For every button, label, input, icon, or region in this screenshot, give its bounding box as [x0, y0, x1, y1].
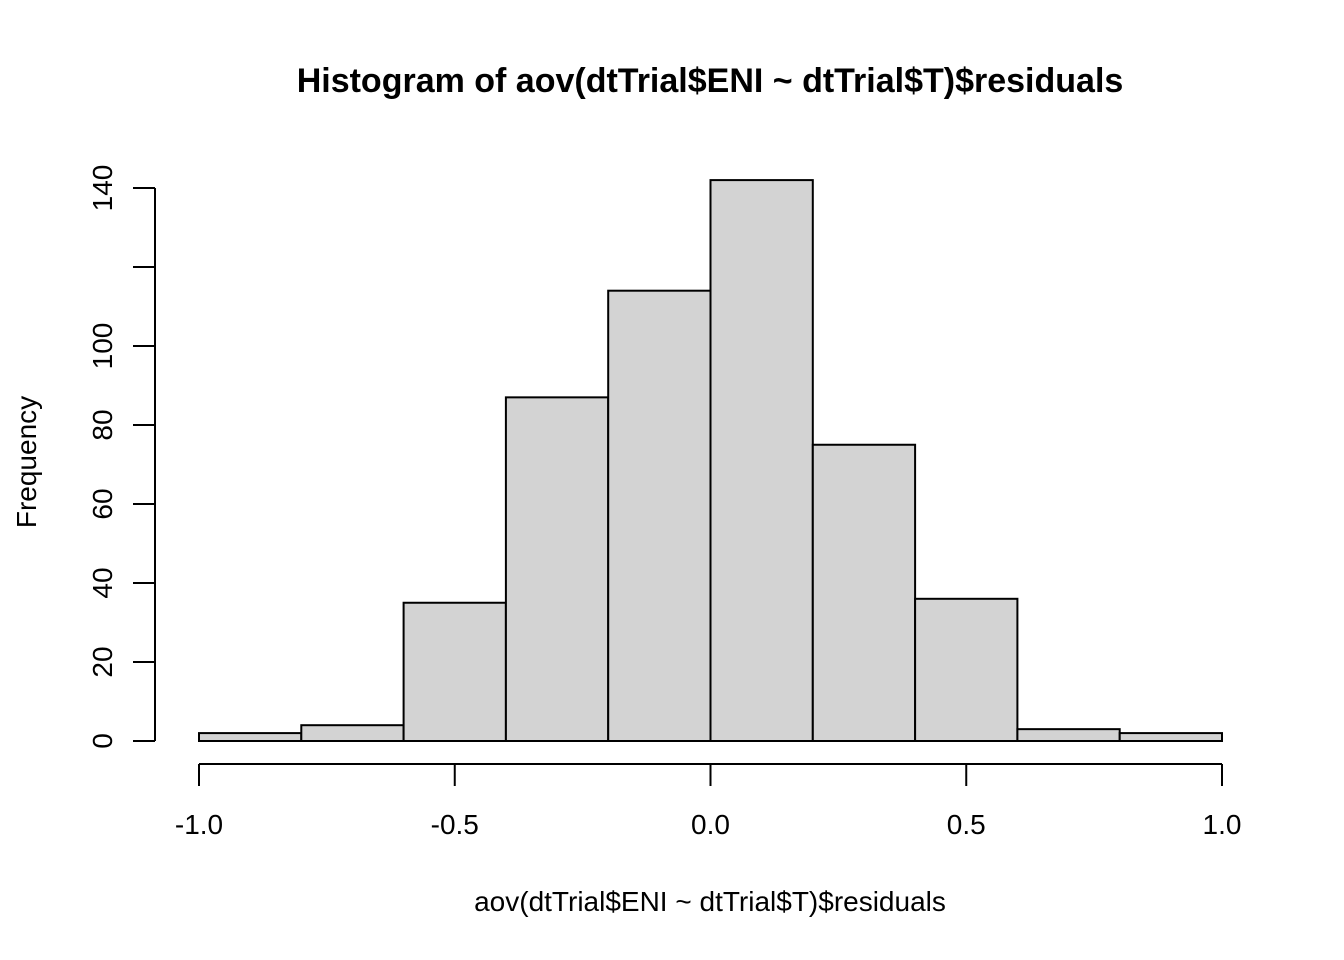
x-tick-label: 0.0	[691, 809, 730, 840]
x-tick-label: -1.0	[175, 809, 223, 840]
histogram-bar	[709, 179, 814, 743]
y-tick-label: 0	[87, 733, 118, 749]
histogram-bar	[504, 396, 610, 742]
y-tick-label: 100	[87, 323, 118, 370]
histogram-bar	[198, 732, 303, 742]
histogram-bar	[914, 597, 1019, 742]
y-axis-label: Frequency	[11, 396, 42, 528]
y-tick-label: 80	[87, 409, 118, 440]
x-axis-label: aov(dtTrial$ENI ~ dtTrial$T)$residuals	[474, 886, 946, 917]
histogram-bar	[811, 443, 917, 742]
y-tick-label: 20	[87, 646, 118, 677]
x-tick-label: -0.5	[431, 809, 479, 840]
bars-group	[198, 179, 1223, 743]
histogram-bar	[300, 724, 405, 743]
y-tick-label: 60	[87, 488, 118, 519]
x-axis: -1.0 -0.5 0.0 0.5 1.0	[175, 763, 1242, 840]
x-tick-label: 1.0	[1203, 809, 1242, 840]
histogram-bar	[1118, 732, 1223, 742]
histogram-bar	[607, 289, 712, 742]
chart-title: Histogram of aov(dtTrial$ENI ~ dtTrial$T…	[297, 62, 1124, 100]
histogram-bar	[1016, 728, 1121, 743]
y-tick-label: 140	[87, 165, 118, 212]
x-tick-label: 0.5	[947, 809, 986, 840]
histogram-bar	[402, 601, 507, 742]
y-tick-label: 40	[87, 567, 118, 598]
y-axis: 0 20 40 60 80 100 140	[87, 165, 156, 749]
